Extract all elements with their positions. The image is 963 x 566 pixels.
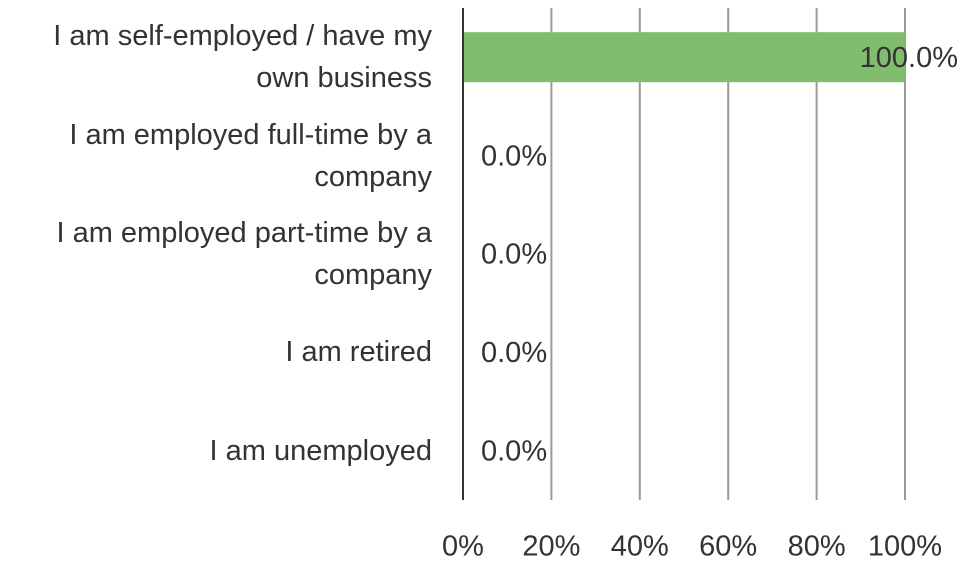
y-tick-label: I am self-employed / have my own busines…	[53, 20, 432, 95]
x-tick-label: 100%	[868, 531, 942, 563]
data-label: 100.0%	[860, 42, 958, 74]
y-tick-label: I am unemployed	[209, 434, 432, 467]
data-label: 0.0%	[481, 140, 547, 172]
x-tick-label: 20%	[522, 531, 580, 563]
data-label: 0.0%	[481, 337, 547, 369]
x-tick-label: 40%	[611, 531, 669, 563]
x-tick-label: 60%	[699, 531, 757, 563]
bar	[463, 32, 905, 83]
data-label: 0.0%	[481, 435, 547, 467]
x-tick-label: 0%	[442, 531, 484, 563]
x-tick-label: 80%	[788, 531, 846, 563]
y-tick-label: I am employed part-time by a company	[56, 217, 432, 291]
y-tick-label: I am employed full-time by a company	[69, 118, 432, 193]
data-label: 0.0%	[481, 239, 547, 271]
y-tick-label: I am retired	[285, 336, 432, 369]
